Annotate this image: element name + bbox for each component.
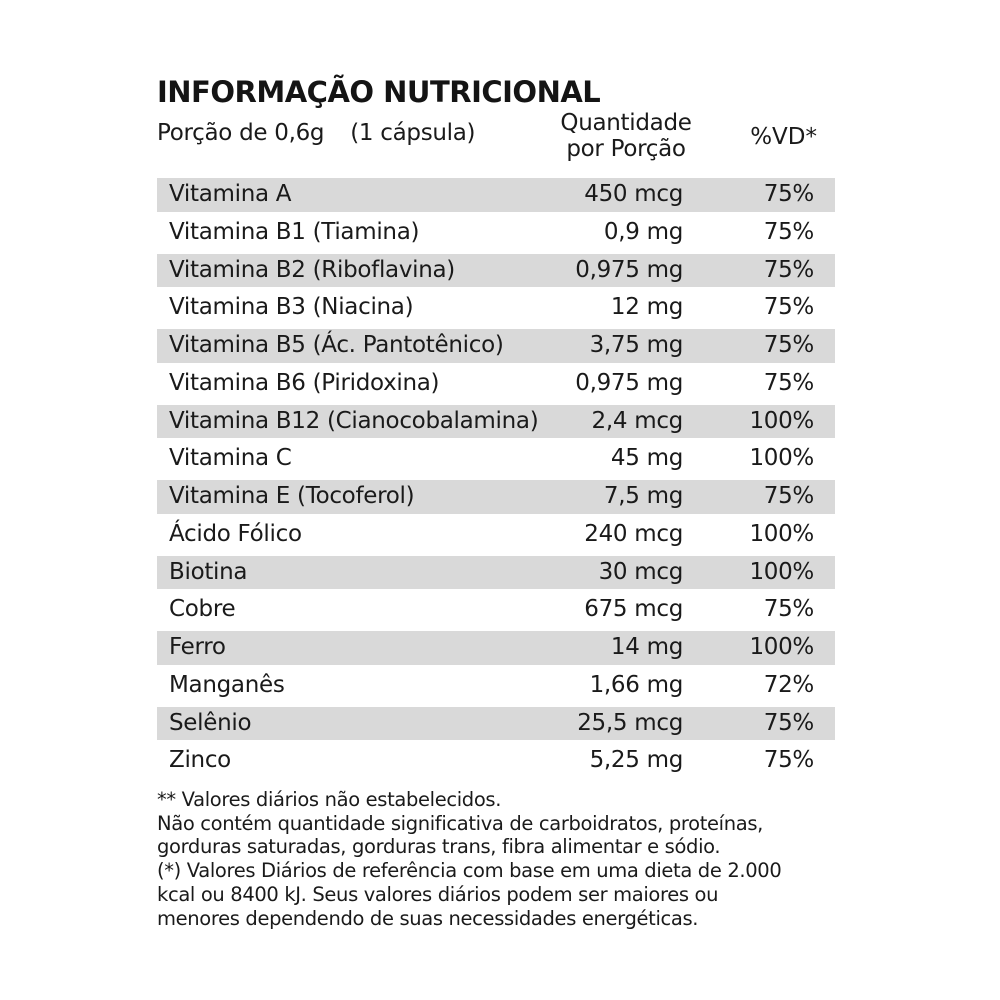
footnote-line: ** Valores diários não estabelecidos.: [157, 788, 502, 811]
nutrient-amount: 12 mg: [610, 294, 683, 321]
nutrient-row: Cobre 675 mcg 75%: [157, 591, 835, 629]
nutrient-amount: 2,4 mcg: [591, 407, 684, 434]
nutrient-name: Biotina: [169, 558, 248, 585]
nutrient-name: Vitamina B1 (Tiamina): [169, 218, 420, 245]
nutrient-name: Cobre: [169, 596, 236, 623]
nutrient-row: Vitamina B1 (Tiamina) 0,9 mg 75%: [157, 214, 835, 252]
nutrient-amount: 14 mg: [610, 634, 683, 660]
nutrient-daily-value: 100%: [749, 634, 814, 660]
nutrient-amount: 450 mcg: [584, 181, 683, 207]
portion-size-label: Porção de 0,6g (1 cápsula): [157, 120, 476, 146]
nutrient-amount: 1,66 mg: [589, 671, 684, 698]
nutrition-facts-panel: INFORMAÇÃO NUTRICIONAL Porção de 0,6g (1 …: [157, 74, 835, 930]
nutrient-amount: 675 mcg: [584, 596, 683, 623]
nutrient-row: Vitamina E (Tocoferol) 7,5 mg 75%: [157, 478, 835, 516]
nutrient-name: Manganês: [169, 671, 285, 698]
nutrient-name: Ferro: [169, 634, 226, 660]
nutrient-name: Vitamina A: [169, 181, 292, 207]
vd-column-header: %VD*: [750, 124, 817, 150]
nutrient-row: Vitamina A 450 mcg 75%: [157, 176, 835, 214]
table-header: Porção de 0,6g (1 cápsula) Quantidade por…: [157, 110, 835, 176]
nutrient-name: Vitamina B3 (Niacina): [169, 294, 414, 321]
nutrient-daily-value: 75%: [763, 369, 815, 396]
nutrient-name: Vitamina B12 (Cianocobalamina): [169, 407, 539, 434]
nutrient-name: Vitamina B2 (Riboflavina): [169, 256, 455, 283]
nutrient-name: Zinco: [169, 747, 231, 774]
nutrient-name: Vitamina C: [169, 445, 292, 472]
nutrient-name: Selênio: [169, 709, 252, 736]
nutrient-name: Vitamina E (Tocoferol): [169, 483, 415, 509]
nutrient-daily-value: 75%: [763, 294, 815, 321]
nutrient-amount: 240 mcg: [584, 520, 683, 547]
nutrient-daily-value: 72%: [763, 671, 815, 698]
nutrient-row: Selênio 25,5 mcg 75%: [157, 705, 835, 743]
nutrient-amount: 0,975 mg: [575, 369, 683, 396]
nutrient-row: Vitamina B12 (Cianocobalamina) 2,4 mcg 100…: [157, 403, 835, 441]
nutrient-daily-value: 100%: [749, 558, 814, 585]
nutrient-daily-value: 75%: [763, 709, 815, 736]
nutrient-row: Vitamina C 45 mg 100%: [157, 440, 835, 478]
quantity-header-line1: Quantidade: [560, 110, 692, 136]
nutrient-daily-value: 75%: [763, 218, 815, 245]
nutrient-table: Vitamina A 450 mcg 75% Vitamina B1 (Tiamina…: [157, 176, 835, 780]
nutrient-amount: 5,25 mg: [589, 747, 684, 774]
footnote-line: gorduras saturadas, gorduras trans, fibr…: [157, 835, 721, 859]
nutrient-row: Vitamina B6 (Piridoxina) 0,975 mg 75%: [157, 365, 835, 403]
nutrient-daily-value: 75%: [763, 483, 815, 509]
nutrient-row: Manganês 1,66 mg 72%: [157, 667, 835, 705]
footnotes: ** Valores diários não estabelecidos. Não…: [157, 788, 835, 930]
nutrient-row: Ácido Fólico 240 mcg 100%: [157, 516, 835, 554]
nutrient-row: Vitamina B5 (Ác. Pantotênico) 3,75 mg 75%: [157, 327, 835, 365]
nutrition-title: INFORMAÇÃO NUTRICIONAL: [157, 75, 601, 109]
capsule-text: (1 cápsula): [350, 120, 476, 146]
footnote-line: menores dependendo de suas necessidades …: [157, 906, 699, 930]
nutrient-daily-value: 75%: [763, 181, 815, 207]
footnote-line: kcal ou 8400 kJ. Seus valores diários po…: [157, 882, 719, 906]
nutrient-daily-value: 100%: [749, 520, 814, 547]
nutrient-daily-value: 75%: [763, 332, 815, 358]
footnote-line: (*) Valores Diários de referência com ba…: [157, 859, 782, 883]
nutrient-name: Vitamina B6 (Piridoxina): [169, 369, 440, 396]
nutrient-daily-value: 100%: [749, 407, 814, 434]
quantity-column-header: Quantidade por Porção: [549, 110, 703, 162]
nutrient-daily-value: 75%: [763, 747, 815, 774]
nutrient-row: Vitamina B2 (Riboflavina) 0,975 mg 75%: [157, 252, 835, 290]
nutrient-daily-value: 100%: [749, 445, 814, 472]
nutrient-amount: 3,75 mg: [589, 332, 684, 358]
nutrient-name: Vitamina B5 (Ác. Pantotênico): [169, 332, 504, 358]
nutrient-row: Biotina 30 mcg 100%: [157, 554, 835, 592]
nutrient-amount: 0,975 mg: [575, 256, 683, 283]
nutrient-daily-value: 75%: [763, 256, 815, 283]
nutrient-amount: 0,9 mg: [603, 218, 683, 245]
nutrient-amount: 45 mg: [610, 445, 683, 472]
nutrient-name: Ácido Fólico: [169, 520, 302, 547]
nutrient-row: Zinco 5,25 mg 75%: [157, 742, 835, 780]
nutrient-daily-value: 75%: [763, 596, 815, 623]
nutrient-amount: 30 mcg: [598, 558, 684, 585]
nutrient-row: Ferro 14 mg 100%: [157, 629, 835, 667]
nutrient-amount: 25,5 mcg: [577, 709, 683, 736]
portion-text: Porção de 0,6g: [157, 120, 325, 146]
quantity-header-line2: por Porção: [566, 136, 686, 162]
nutrient-amount: 7,5 mg: [603, 483, 683, 509]
footnote-line: Não contém quantidade significativa de c…: [157, 811, 763, 835]
nutrient-row: Vitamina B3 (Niacina) 12 mg 75%: [157, 289, 835, 327]
